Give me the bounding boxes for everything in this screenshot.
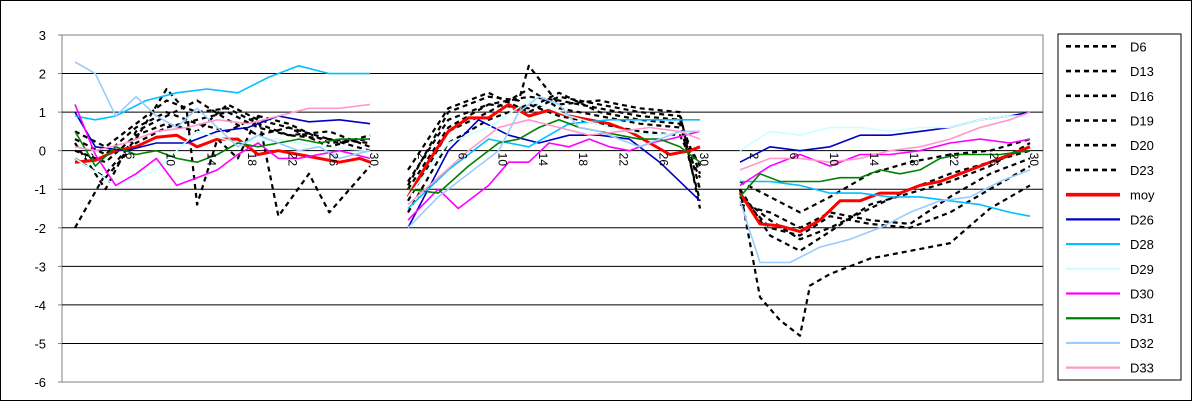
legend-label-d26: D26: [1130, 212, 1154, 227]
legend-label-d31: D31: [1130, 311, 1154, 326]
series-line-d28: [74, 65, 370, 121]
x-tick-label: 30: [1027, 153, 1041, 167]
series-line-d6: [738, 184, 1031, 337]
series-line-d33: [739, 111, 1031, 171]
x-tick-label: 6: [123, 153, 137, 160]
series-line-d29: [74, 130, 371, 187]
series-line-d33: [407, 119, 701, 206]
x-tick-label: 30: [697, 153, 711, 167]
legend-label-d30: D30: [1130, 287, 1154, 302]
y-tick-label: -4: [34, 298, 46, 313]
y-tick-label: -1: [34, 182, 46, 197]
x-tick-label: 14: [204, 153, 218, 167]
series-line-d19: [407, 87, 701, 202]
series-line-d26: [407, 119, 701, 229]
y-tick-label: 0: [39, 144, 46, 159]
series-line-d28: [740, 180, 1031, 217]
y-tick-label: 3: [39, 28, 46, 43]
legend: [1057, 33, 1182, 381]
series-line-d6: [407, 64, 702, 209]
x-tick-label: 6: [787, 153, 801, 160]
series-line-d13: [407, 91, 702, 202]
x-tick-label: 14: [867, 153, 881, 167]
x-tick-label: 18: [907, 153, 921, 167]
series-line-d32: [739, 169, 1031, 264]
series-line-d30: [74, 104, 371, 187]
x-tick-label: 26: [326, 153, 340, 167]
y-tick-label: 1: [39, 105, 46, 120]
legend-label-d29: D29: [1130, 262, 1154, 277]
series-line-moy: [738, 145, 1031, 234]
series-line-d33: [74, 103, 371, 152]
y-tick-label: -6: [34, 375, 46, 390]
series-line-d16: [74, 99, 371, 191]
x-tick-label: 22: [616, 153, 630, 167]
x-tick-label: 10: [496, 153, 510, 167]
legend-label-d20: D20: [1130, 138, 1154, 153]
series-line-d26: [74, 111, 371, 152]
series-line-moy: [74, 133, 371, 164]
x-tick-label: 2: [415, 153, 429, 160]
series-line-moy: [406, 102, 701, 198]
series-line-d13: [74, 99, 371, 148]
x-tick-label: 14: [536, 153, 550, 167]
legend-label-d28: D28: [1130, 237, 1154, 252]
series-line-d19: [739, 142, 1031, 252]
legend-label-d16: D16: [1130, 89, 1154, 104]
y-tick-label: -5: [34, 336, 46, 351]
series-line-d20: [407, 103, 701, 213]
x-tick-label: 10: [827, 153, 841, 167]
y-tick-label: -2: [34, 221, 46, 236]
y-tick-label: -3: [34, 259, 46, 274]
x-tick-label: 6: [455, 153, 469, 160]
series-line-d23: [74, 103, 371, 164]
legend-label-moy: moy: [1130, 188, 1155, 203]
series-line-d13: [739, 165, 1031, 237]
x-tick-label: 26: [987, 153, 1001, 167]
legend-label-d6: D6: [1130, 39, 1147, 54]
legend-label-d23: D23: [1130, 163, 1154, 178]
series-line-d32: [74, 61, 371, 160]
legend-label-d13: D13: [1130, 64, 1154, 79]
series-line-d29: [407, 99, 701, 198]
legend-label-d32: D32: [1130, 336, 1154, 351]
x-tick-label: 18: [576, 153, 590, 167]
x-tick-label: 10: [164, 153, 178, 167]
y-tick-label: 2: [39, 67, 46, 82]
x-tick-label: 2: [747, 153, 761, 160]
x-tick-label: 22: [286, 153, 300, 167]
x-tick-label: 18: [245, 153, 259, 167]
x-tick-label: 2: [82, 153, 96, 160]
series-line-d31: [739, 149, 1031, 198]
series-line-d28: [407, 119, 700, 210]
series-line-d16: [739, 157, 1031, 229]
x-tick-label: 26: [657, 153, 671, 167]
x-tick-label: 30: [367, 153, 381, 167]
series-line-d23: [407, 95, 702, 190]
series-line-d32: [407, 95, 700, 229]
legend-label-d33: D33: [1130, 361, 1154, 376]
x-tick-label: 22: [947, 153, 961, 167]
plot-area: [61, 34, 1044, 383]
series-line-d31: [74, 130, 370, 167]
series-line-d29: [739, 115, 1030, 152]
legend-label-d19: D19: [1130, 114, 1154, 129]
series-line-d31: [407, 119, 701, 194]
